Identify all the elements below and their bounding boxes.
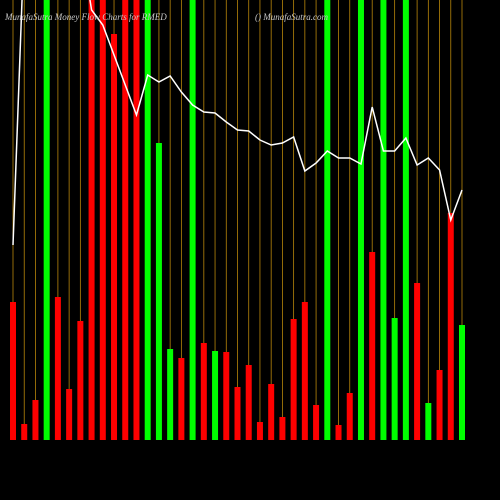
chart-subtitle: () MunafaSutra.com [255, 12, 328, 22]
plot [10, 0, 465, 440]
chart-title: MunafaSutra Money Flow Charts for RMED [4, 12, 167, 22]
bar [66, 389, 73, 440]
bar [256, 422, 263, 440]
bar [436, 370, 443, 440]
bar [391, 318, 398, 440]
bar [369, 252, 376, 440]
bar [313, 405, 320, 440]
bar [245, 365, 252, 440]
bar [99, 0, 106, 440]
bar [54, 297, 61, 440]
bar [10, 302, 16, 440]
bar [43, 0, 50, 440]
bar [357, 0, 364, 440]
bar [459, 325, 465, 440]
bar [178, 358, 185, 440]
bar [88, 0, 95, 440]
bar [324, 0, 331, 440]
bar [380, 0, 387, 440]
bar [32, 400, 39, 440]
bar [402, 0, 409, 440]
bar [447, 213, 454, 440]
bar [111, 34, 118, 440]
bar [21, 424, 28, 440]
bar [144, 0, 151, 440]
bar [167, 349, 174, 440]
bar [425, 403, 432, 440]
bar [200, 343, 207, 440]
line [12, 0, 463, 246]
bar [234, 387, 241, 440]
bar [223, 352, 230, 440]
bar [133, 0, 140, 440]
bar [189, 0, 196, 440]
bar [414, 283, 421, 440]
bar [122, 0, 129, 440]
bar [279, 417, 286, 440]
bar [155, 143, 162, 440]
bar [212, 351, 219, 440]
bar [77, 321, 84, 440]
bar [335, 425, 342, 440]
bar [301, 302, 308, 440]
bar [268, 384, 275, 440]
bar [290, 319, 297, 440]
bar [346, 393, 353, 440]
